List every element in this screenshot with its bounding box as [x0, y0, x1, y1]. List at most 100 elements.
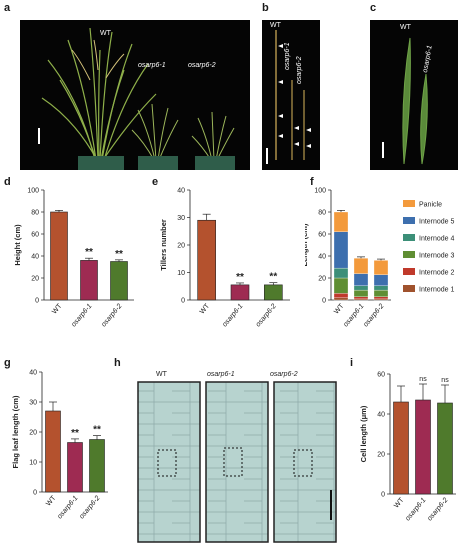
- scale-bar-b: [266, 148, 268, 164]
- flag-leaf-photo: WT osarp6-1: [370, 20, 458, 170]
- plant-photo-drawing: [41, 27, 235, 170]
- x-tick-label: osarp6-1: [404, 497, 427, 523]
- micro-panel-m2: [273, 381, 337, 543]
- stacked-bar-segment: [333, 297, 349, 301]
- y-tick-label: 80: [318, 210, 326, 217]
- panel-letter-h: h: [114, 357, 121, 369]
- bar: [230, 284, 250, 301]
- photo-a-label-m2: osarp6-2: [188, 62, 216, 69]
- y-axis-label: Cell length (μm): [359, 405, 368, 462]
- x-tick-label: osarp6-2: [362, 303, 385, 329]
- photo-a-label-wt: WT: [100, 30, 111, 37]
- legend-label: Internode 3: [419, 253, 455, 260]
- bar: [197, 219, 216, 301]
- bar: [67, 442, 83, 493]
- significance-label: **: [85, 247, 93, 258]
- stacked-bar-segment: [373, 298, 389, 301]
- stacked-bar-segment: [333, 277, 349, 294]
- bar: [50, 211, 68, 301]
- microscopy-images: [137, 381, 337, 543]
- y-tick-label: 100: [314, 188, 326, 195]
- bar: [393, 401, 409, 495]
- panel-letter-a: a: [4, 2, 11, 14]
- y-axis-label: Tillers number: [159, 219, 168, 271]
- y-axis-label: Height (cm): [13, 224, 22, 266]
- micro-label-wt: WT: [156, 371, 167, 378]
- legend-swatch: [403, 234, 415, 241]
- x-tick-label: osarp6-1: [56, 495, 79, 521]
- micro-panel-wt: [137, 381, 201, 543]
- y-tick-label: 30: [177, 215, 185, 222]
- y-tick-label: 80: [31, 210, 39, 217]
- y-tick-label: 40: [377, 412, 385, 419]
- photo-b-label-wt: WT: [270, 22, 281, 29]
- stacked-bar-segment: [353, 258, 369, 274]
- internode-photo: WT osarp6-1 osarp6-2: [262, 20, 320, 170]
- bar: [110, 261, 128, 301]
- micro-scale-bar: [330, 490, 332, 520]
- legend-swatch: [403, 217, 415, 224]
- significance-label: **: [71, 428, 79, 439]
- x-tick-label: WT: [199, 302, 212, 315]
- legend-swatch: [403, 285, 415, 292]
- micro-panel-m1: [205, 381, 269, 543]
- panel-letter-e: e: [152, 176, 159, 188]
- y-tick-label: 40: [177, 188, 185, 195]
- y-tick-label: 0: [33, 490, 37, 497]
- plant-photo: WT osarp6-1 osarp6-2: [20, 20, 250, 170]
- bar: [415, 399, 431, 495]
- stacked-bar-segment: [373, 285, 389, 291]
- stacked-bar-segment: [353, 285, 369, 291]
- y-tick-label: 60: [377, 372, 385, 379]
- x-tick-label: osarp6-2: [78, 495, 101, 521]
- y-tick-label: 40: [29, 370, 37, 377]
- stacked-bar-segment: [373, 289, 389, 297]
- chart-tillers: 0 10 20 30 40 Tillers number ** ** WT osarp6-1 osa…: [159, 188, 290, 329]
- y-tick-label: 40: [31, 254, 39, 261]
- x-tick-label: osarp6-2: [100, 303, 123, 329]
- y-tick-label: 10: [29, 460, 37, 467]
- panel-letter-i: i: [350, 357, 354, 369]
- y-tick-label: 0: [181, 298, 185, 305]
- micro-label-m2: osarp6-2: [270, 371, 298, 378]
- scale-bar-c: [382, 142, 384, 158]
- internode-photo-drawing: [275, 30, 311, 160]
- stacked-bar-segment: [353, 298, 369, 301]
- panel-letter-c: c: [370, 2, 377, 14]
- bar: [264, 284, 283, 301]
- flag-leaf-drawing: [402, 37, 428, 165]
- x-tick-label: osarp6-2: [255, 303, 278, 329]
- y-axis-label: Flag leaf length (cm): [11, 395, 20, 468]
- panel-letter-b: b: [262, 2, 269, 14]
- stacked-bar-segment: [373, 260, 389, 275]
- scale-bar: [38, 128, 40, 144]
- legend-label: Internode 2: [419, 270, 455, 277]
- photo-b-label-m1: osarp6-1: [284, 42, 291, 70]
- x-tick-label: osarp6-1: [70, 303, 93, 329]
- x-tick-label: WT: [393, 496, 406, 509]
- stacked-bar-segment: [373, 274, 389, 286]
- significance-label: **: [93, 425, 101, 436]
- photo-b-label-m2: osarp6-2: [296, 56, 303, 84]
- legend-swatch: [403, 200, 415, 207]
- y-tick-label: 20: [177, 243, 185, 250]
- stacked-bar-segment: [353, 273, 369, 286]
- x-tick-label: WT: [51, 302, 64, 315]
- y-tick-label: 40: [318, 254, 326, 261]
- chart-height: 0 20 40 60 80 100 Height (cm) ** ** WT osarp6-1 osa…: [13, 188, 134, 329]
- y-tick-label: 100: [27, 188, 39, 195]
- y-tick-label: 20: [29, 430, 37, 437]
- stacked-bar-segment: [353, 289, 369, 297]
- significance-label: **: [269, 272, 277, 283]
- panel-letter-f: f: [310, 176, 314, 188]
- y-tick-label: 20: [31, 276, 39, 283]
- x-tick-label: WT: [45, 494, 58, 507]
- significance-label: **: [115, 249, 123, 260]
- stacked-bar-segment: [333, 293, 349, 298]
- stacked-bar-segment: [353, 296, 369, 300]
- y-tick-label: 30: [29, 400, 37, 407]
- stacked-bar-segment: [333, 231, 349, 269]
- legend-label: Internode 5: [419, 219, 455, 226]
